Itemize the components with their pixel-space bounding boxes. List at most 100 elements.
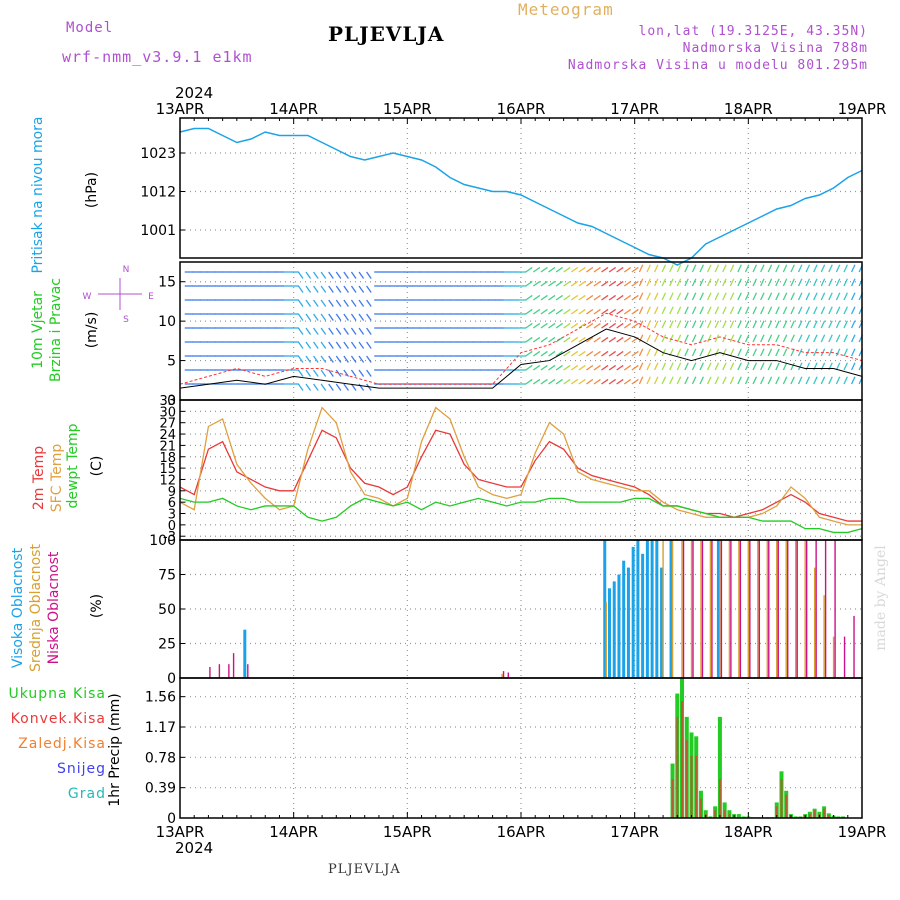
wind-arrow [813,278,818,287]
wind-arrow [563,378,571,385]
cloud-high-bar [243,629,247,678]
wind-arrow [828,278,833,287]
wind-arrow [616,350,624,357]
legend-snow: Snijeg [56,761,106,777]
wind-arrow [555,280,563,287]
wind-arrow [320,285,327,293]
wind-arrow [760,320,765,329]
wind-arrow [305,383,312,391]
wind-arrow [335,369,342,377]
compass-letter: E [148,292,154,302]
wind-arrow [744,306,750,315]
cloud-high-bar [612,581,616,678]
wind-arrow [570,336,579,343]
wind-arrow [548,280,556,287]
wind-arrow [525,280,533,287]
wind-arrow [646,292,651,301]
wind-arrow [638,376,644,385]
year-bottom: 2024 [175,839,213,857]
wind-arrow [555,322,563,329]
wind-arrow [828,306,833,315]
wind-arrow [305,369,312,377]
wind-arrow [707,292,712,301]
wind-arrow [714,264,720,273]
wind-arrow [548,266,556,273]
wind-arrow [782,320,788,329]
precip-conv-bar [690,755,693,818]
wind-arrow [638,348,644,357]
temp-2m-line [179,429,862,522]
wind-arrow [850,376,856,385]
cloud-high-bar [716,540,720,678]
grid-layer [180,118,862,818]
wind-arrow [646,306,651,315]
temp-ytick-label: 12 [159,473,176,488]
wind-arrow [813,376,818,385]
wind-arrow [722,376,727,385]
wind-arrow [699,320,704,329]
wind-arrow [320,341,327,349]
wind-arrow [820,264,826,273]
wind-arrow [525,364,533,371]
wind-arrow [593,336,601,343]
cloud-high-bar [650,540,654,678]
wind-arrow [729,292,735,301]
wind-arrow [297,327,304,335]
temp-ytick-label: 3 [168,508,176,523]
pressure-ytick-label: 1012 [140,185,176,201]
wind-arrow [570,350,579,357]
wind-arrow [691,306,697,315]
wind-arrow [585,350,594,357]
wind-arrow [525,378,533,385]
wind-arrow [305,341,312,349]
wind-arrow [737,306,742,315]
wind-arrow [729,278,735,287]
wind-arrow [570,308,579,315]
wind-arrow [358,299,365,307]
wind-arrow [616,322,624,329]
top-date-label: 18APR [724,100,773,118]
cloud-high-bar [607,588,611,678]
wind-arrow [661,334,667,343]
wind-arrow [540,364,548,371]
wind-arrow [661,320,667,329]
wind-arrow [343,341,349,349]
wind-arrow [835,306,841,315]
wind-arrow [744,334,750,343]
wind-arrow [684,334,689,343]
wind-arrow [767,306,773,315]
wind-arrow [328,341,334,349]
cloud-ytick-label: 50 [158,602,176,618]
wind-arrow [797,348,803,357]
precip-total-bar [741,816,746,818]
wind-arrow [320,327,327,335]
wind-arrow [555,350,563,357]
wind-ytick-label: 0 [167,393,176,409]
precip-total-bar [736,814,741,818]
wind-arrow [699,264,704,273]
wind-arrow [350,285,357,293]
wind-arrow [722,348,727,357]
wind-arrow [540,378,548,385]
wind-arrow [684,278,689,287]
wind-arrow [585,322,594,329]
temp-ytick-label: 0 [168,519,176,534]
wind-arrow [616,294,624,301]
wind-arrow [297,355,304,363]
meteogram-title: Meteogram [518,0,614,19]
wind-arrow [805,306,811,315]
wind-arrow [722,306,727,315]
precip-conv-bar [695,755,698,818]
wind-arrow [616,364,624,371]
temp-ytick-label: 33 [159,394,176,409]
wind-arrow [548,364,556,371]
wind-arrow [820,376,826,385]
wind-arrow [707,264,712,273]
wind-arrow [699,376,704,385]
wind-arrow [782,376,788,385]
wind-arrow [601,294,609,301]
precip-ytick-label: 1.56 [145,690,176,706]
wind-arrow [850,362,856,371]
tick-label-layer: 13APR 13APR 14APR 14APR 15APR 15APR 16APR 16APR… [83,84,887,857]
wind-arrow [744,348,750,357]
